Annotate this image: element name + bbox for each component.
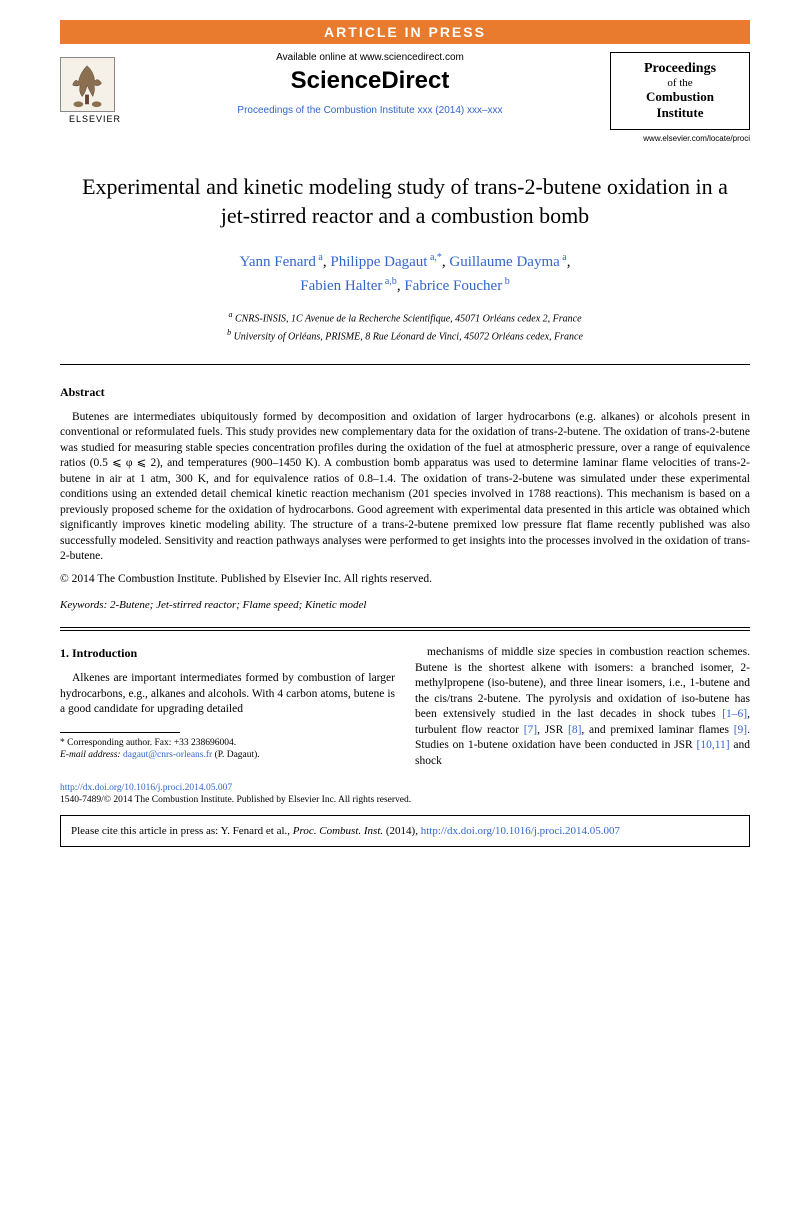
journal-box-line4: Institute xyxy=(617,105,743,121)
footer-area: http://dx.doi.org/10.1016/j.proci.2014.0… xyxy=(60,783,750,805)
sciencedirect-logo: ScienceDirect xyxy=(140,67,600,95)
available-online-text: Available online at www.sciencedirect.co… xyxy=(140,52,600,63)
author-3-aff: a xyxy=(560,252,567,263)
ref-1-6[interactable]: [1–6] xyxy=(722,708,747,720)
ref-7[interactable]: [7] xyxy=(524,724,537,736)
separator-1 xyxy=(60,364,750,365)
intro-para-left: Alkenes are important intermediates form… xyxy=(60,671,395,718)
cite-prefix: Please cite this article in press as: Y.… xyxy=(71,825,293,837)
elsevier-logo: ELSEVIER xyxy=(60,52,130,124)
journal-box-line1: Proceedings xyxy=(617,61,743,77)
email-row: E-mail address: dagaut@cnrs-orleans.fr (… xyxy=(60,749,395,761)
abstract-text: Butenes are intermediates ubiquitously f… xyxy=(60,410,750,565)
ref-10-11[interactable]: [10,11] xyxy=(696,739,729,751)
article-in-press-banner: ARTICLE IN PRESS xyxy=(60,20,750,44)
doi-link[interactable]: http://dx.doi.org/10.1016/j.proci.2014.0… xyxy=(60,783,750,793)
journal-title-box: Proceedings of the Combustion Institute xyxy=(610,52,750,130)
ref-9[interactable]: [9] xyxy=(734,724,747,736)
journal-url[interactable]: www.elsevier.com/locate/proci xyxy=(0,134,750,143)
cite-year: (2014), xyxy=(383,825,421,837)
footer-copyright: 1540-7489/© 2014 The Combustion Institut… xyxy=(60,795,750,805)
affiliation-a: a CNRS-INSIS, 1C Avenue de la Recherche … xyxy=(80,309,730,326)
column-left: 1. Introduction Alkenes are important in… xyxy=(60,645,395,769)
cite-journal: Proc. Combust. Inst. xyxy=(293,825,383,837)
author-4[interactable]: Fabien Halter xyxy=(300,278,382,294)
footnote-separator xyxy=(60,732,180,733)
journal-box-line3: Combustion xyxy=(617,89,743,105)
center-header: Available online at www.sciencedirect.co… xyxy=(130,52,610,116)
email-label: E-mail address: xyxy=(60,750,121,760)
author-1[interactable]: Yann Fenard xyxy=(240,254,316,270)
author-5-aff: b xyxy=(502,276,510,287)
ref-8[interactable]: [8] xyxy=(568,724,581,736)
intro-para-right: mechanisms of middle size species in com… xyxy=(415,645,750,769)
email-link[interactable]: dagaut@cnrs-orleans.fr xyxy=(123,750,212,760)
header-row: ELSEVIER Available online at www.science… xyxy=(60,52,750,130)
author-2-aff: a,* xyxy=(427,252,441,263)
separator-2b xyxy=(60,630,750,631)
author-4-aff: a,b xyxy=(382,276,396,287)
elsevier-tree-icon xyxy=(60,57,115,112)
separator-2a xyxy=(60,627,750,628)
author-2[interactable]: Philippe Dagaut xyxy=(330,254,427,270)
authors-list: Yann Fenard a, Philippe Dagaut a,*, Guil… xyxy=(80,250,730,297)
abstract-heading: Abstract xyxy=(60,385,750,400)
affiliations: a CNRS-INSIS, 1C Avenue de la Recherche … xyxy=(80,309,730,344)
journal-reference[interactable]: Proceedings of the Combustion Institute … xyxy=(140,105,600,116)
footnote-block: * Corresponding author. Fax: +33 2386960… xyxy=(60,737,395,762)
body-columns: 1. Introduction Alkenes are important in… xyxy=(60,645,750,769)
author-3[interactable]: Guillaume Dayma xyxy=(449,254,559,270)
elsevier-text: ELSEVIER xyxy=(60,114,130,124)
keywords-row: Keywords: 2-Butene; Jet-stirred reactor;… xyxy=(60,599,750,611)
keywords-label: Keywords: xyxy=(60,599,107,611)
intro-heading: 1. Introduction xyxy=(60,645,395,661)
cite-doi-link[interactable]: http://dx.doi.org/10.1016/j.proci.2014.0… xyxy=(421,825,620,837)
column-right: mechanisms of middle size species in com… xyxy=(415,645,750,769)
article-title: Experimental and kinetic modeling study … xyxy=(80,173,730,230)
author-1-aff: a xyxy=(316,252,323,263)
corresponding-author: * Corresponding author. Fax: +33 2386960… xyxy=(60,737,395,749)
abstract-copyright: © 2014 The Combustion Institute. Publish… xyxy=(60,573,750,585)
keywords-text: 2-Butene; Jet-stirred reactor; Flame spe… xyxy=(110,599,366,611)
email-who: (P. Dagaut). xyxy=(215,750,260,760)
author-5[interactable]: Fabrice Foucher xyxy=(404,278,502,294)
cite-box: Please cite this article in press as: Y.… xyxy=(60,815,750,847)
journal-box-line2: of the xyxy=(617,77,743,89)
affiliation-b: b University of Orléans, PRISME, 8 Rue L… xyxy=(80,327,730,344)
